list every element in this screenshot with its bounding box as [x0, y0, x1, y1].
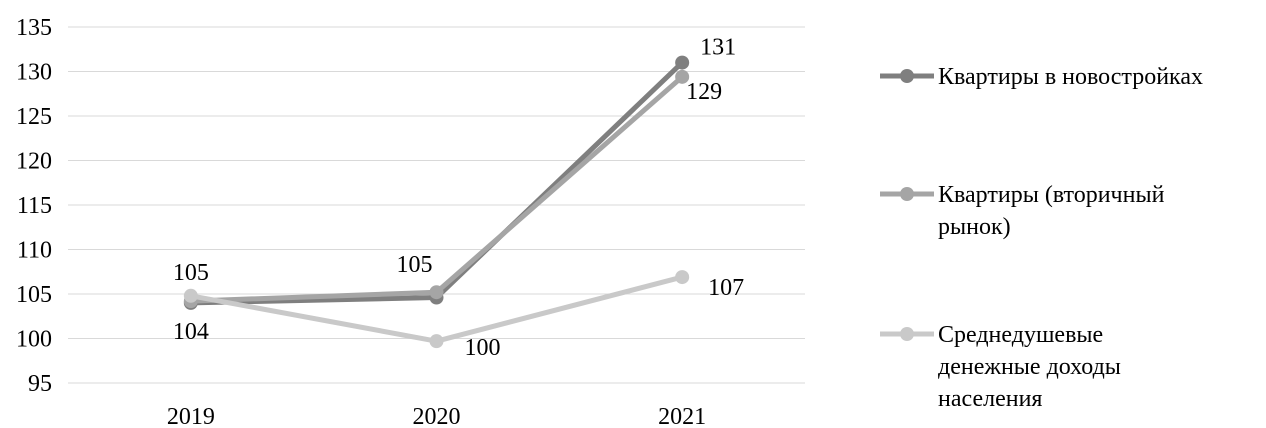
y-tick-label: 115 — [17, 193, 52, 219]
legend-label: Квартиры в новостройках — [938, 64, 1203, 90]
data-label: 131 — [700, 35, 736, 61]
data-label: 105 — [397, 252, 433, 278]
data-point — [429, 334, 444, 349]
y-tick-label: 120 — [16, 149, 52, 175]
x-tick-label: 2021 — [658, 404, 706, 428]
data-point — [429, 285, 444, 300]
y-tick-label: 135 — [16, 15, 52, 41]
y-tick-label: 100 — [16, 327, 52, 353]
y-tick-label: 95 — [28, 371, 52, 397]
legend-label: Квартиры (вторичный — [938, 182, 1165, 208]
legend-swatch-marker — [900, 69, 914, 83]
data-label: 129 — [686, 79, 722, 105]
series-1 — [183, 55, 690, 310]
data-label: 105 — [173, 260, 209, 286]
legend-swatch-marker — [900, 327, 914, 341]
series-lines — [183, 55, 690, 349]
data-labels: 104 131 105 129 105 100 107 — [173, 35, 744, 362]
y-axis-ticks: 95 100 105 110 115 120 125 130 135 — [16, 15, 52, 397]
y-tick-label: 125 — [16, 104, 52, 130]
x-tick-label: 2020 — [413, 404, 461, 428]
legend-label: Среднедушевые — [938, 322, 1103, 348]
series-2 — [183, 69, 690, 309]
x-tick-label: 2019 — [167, 404, 215, 428]
legend-label: денежные доходы — [938, 354, 1121, 380]
data-label: 107 — [708, 275, 744, 301]
legend-item-3: Среднедушевые денежные доходы населения — [880, 322, 1121, 412]
data-label: 100 — [465, 335, 501, 361]
legend-label: рынок) — [938, 214, 1011, 240]
y-tick-label: 130 — [16, 60, 52, 86]
data-point — [675, 55, 690, 70]
data-point — [675, 69, 690, 84]
legend: Квартиры в новостройках Квартиры (вторичн… — [880, 64, 1203, 412]
series-3 — [183, 270, 690, 349]
data-point — [183, 288, 198, 303]
y-tick-label: 105 — [16, 282, 52, 308]
legend-item-1: Квартиры в новостройках — [880, 64, 1203, 90]
series-line — [188, 60, 685, 306]
data-point — [675, 270, 690, 285]
y-tick-label: 110 — [17, 238, 52, 264]
x-axis-ticks: 2019 2020 2021 — [167, 404, 706, 428]
legend-label: населения — [938, 386, 1042, 412]
series-line — [188, 74, 685, 304]
legend-swatch-marker — [900, 187, 914, 201]
legend-item-2: Квартиры (вторичный рынок) — [880, 182, 1165, 240]
data-label: 104 — [173, 319, 209, 345]
